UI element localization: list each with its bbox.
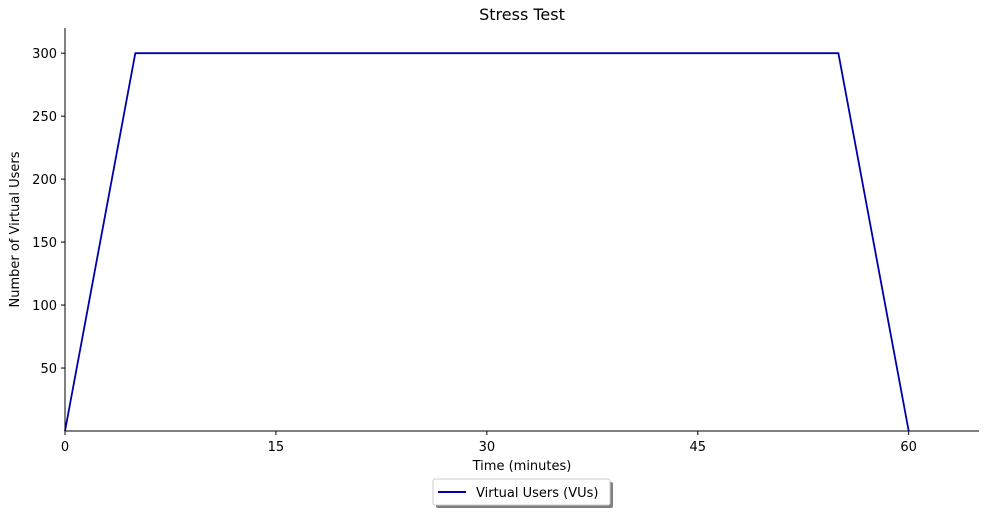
y-tick-label: 150 xyxy=(32,236,57,251)
legend: Virtual Users (VUs) xyxy=(432,478,613,508)
y-tick-label: 200 xyxy=(32,173,57,188)
x-tick-label: 60 xyxy=(900,440,917,455)
y-tick-label: 100 xyxy=(32,299,57,314)
x-tick-label: 15 xyxy=(268,440,285,455)
chart-title: Stress Test xyxy=(479,5,565,24)
x-axis-ticks: 0 15 30 45 60 xyxy=(61,431,917,455)
x-tick-label: 45 xyxy=(689,440,706,455)
y-axis-label: Number of Virtual Users xyxy=(8,151,23,307)
x-tick-label: 0 xyxy=(61,440,69,455)
x-axis-label: Time (minutes) xyxy=(472,459,572,474)
y-tick-label: 300 xyxy=(32,47,57,62)
y-tick-label: 250 xyxy=(32,110,57,125)
legend-box xyxy=(432,478,611,506)
legend-entry-label: Virtual Users (VUs) xyxy=(476,486,598,501)
series-layer xyxy=(64,52,910,432)
y-axis-ticks: 50 100 150 200 250 300 xyxy=(32,47,65,377)
x-tick-label: 30 xyxy=(479,440,496,455)
series-line-0 xyxy=(64,52,910,432)
y-tick-label: 50 xyxy=(40,362,57,377)
